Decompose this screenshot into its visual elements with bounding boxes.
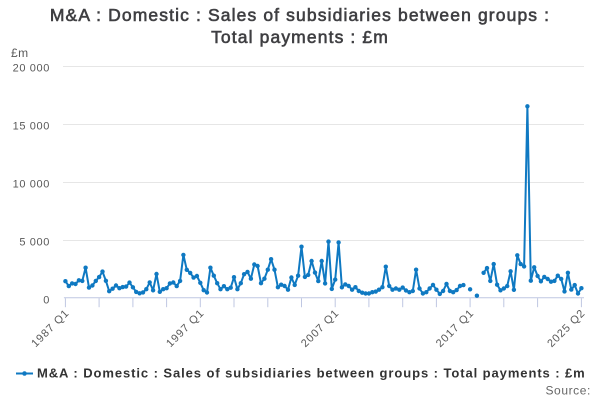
svg-text:20 000: 20 000 [13, 63, 50, 75]
svg-text:5 000: 5 000 [19, 237, 50, 249]
svg-text:£m: £m [11, 46, 29, 60]
svg-text:Total payments : £m: Total payments : £m [211, 27, 389, 47]
svg-text:15 000: 15 000 [13, 121, 50, 133]
svg-text:M&A : Domestic : Sales of subs: M&A : Domestic : Sales of subsidiaries b… [37, 366, 586, 381]
svg-text:Source:: Source: [545, 383, 591, 397]
svg-text:0: 0 [43, 295, 50, 307]
svg-text:M&A : Domestic : Sales of subs: M&A : Domestic : Sales of subsidiaries b… [50, 5, 550, 25]
svg-text:10 000: 10 000 [13, 179, 50, 191]
